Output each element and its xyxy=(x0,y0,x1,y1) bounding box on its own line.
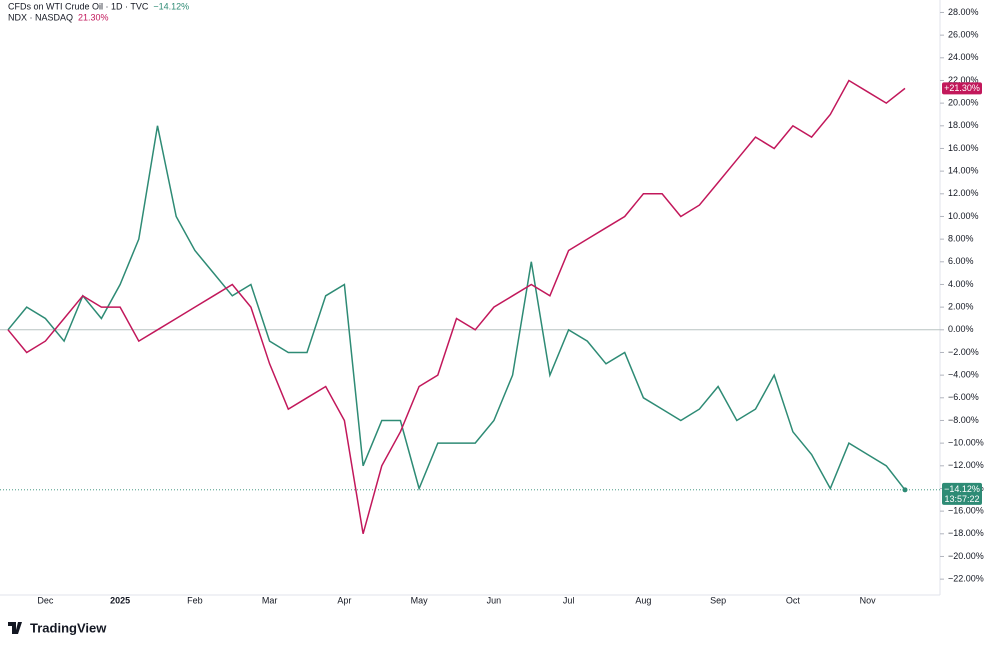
x-tick-label: May xyxy=(411,595,429,605)
x-tick-label: Sep xyxy=(710,595,726,605)
x-tick-label: Feb xyxy=(187,595,203,605)
price-badge: −14.12%13:57:22 xyxy=(942,482,982,505)
y-tick-label: 12.00% xyxy=(948,188,979,198)
y-tick-label: −10.00% xyxy=(948,438,984,448)
legend-item: NDX · NASDAQ 21.30% xyxy=(8,12,109,22)
line-series xyxy=(7,125,906,491)
x-tick-label: Aug xyxy=(635,595,651,605)
y-tick-label: 16.00% xyxy=(948,143,979,153)
y-tick-label: −16.00% xyxy=(948,506,984,516)
y-tick-label: −6.00% xyxy=(948,392,979,402)
y-tick-label: 4.00% xyxy=(948,279,974,289)
x-tick-label: Nov xyxy=(860,595,877,605)
y-tick-label: −18.00% xyxy=(948,528,984,538)
badge-label: +21.30% xyxy=(944,83,980,93)
countdown: 13:57:22 xyxy=(944,494,979,504)
x-tick-label: Oct xyxy=(786,595,801,605)
y-tick-label: 6.00% xyxy=(948,256,974,266)
x-tick-label: Apr xyxy=(337,595,351,605)
y-tick-label: 28.00% xyxy=(948,7,979,17)
logo: TradingView xyxy=(8,620,107,635)
y-tick-label: 2.00% xyxy=(948,302,974,312)
y-tick-label: 10.00% xyxy=(948,211,979,221)
y-tick-label: 20.00% xyxy=(948,98,979,108)
y-tick-label: 26.00% xyxy=(948,30,979,40)
legend-name: CFDs on WTI Crude Oil · 1D · TVC xyxy=(8,1,149,11)
logo-icon xyxy=(8,622,22,634)
y-tick-label: 18.00% xyxy=(948,120,979,130)
y-tick-label: 8.00% xyxy=(948,234,974,244)
y-tick-label: −4.00% xyxy=(948,370,979,380)
brand: TradingView xyxy=(30,620,107,635)
x-tick-label: Mar xyxy=(262,595,278,605)
y-tick-label: −8.00% xyxy=(948,415,979,425)
y-tick-label: 24.00% xyxy=(948,52,979,62)
price-badge: +21.30% xyxy=(942,82,982,95)
x-tick-label: Jun xyxy=(487,595,502,605)
legend-value: −14.12% xyxy=(153,1,189,11)
badge-box xyxy=(942,82,982,95)
badge-box xyxy=(942,482,982,505)
x-tick-label: Dec xyxy=(37,595,54,605)
y-tick-label: 0.00% xyxy=(948,324,974,334)
y-tick-label: −20.00% xyxy=(948,551,984,561)
y-tick-label: 22.00% xyxy=(948,75,979,85)
line-series xyxy=(7,79,906,534)
badge-label: −14.12% xyxy=(944,484,980,494)
y-tick-label: −22.00% xyxy=(948,574,984,584)
y-tick-label: −2.00% xyxy=(948,347,979,357)
legend-value: 21.30% xyxy=(78,12,109,22)
x-tick-label: Jul xyxy=(563,595,575,605)
x-tick-label: 2025 xyxy=(110,595,130,605)
y-tick-label: −12.00% xyxy=(948,460,984,470)
last-dot xyxy=(902,487,908,493)
y-tick-label: 14.00% xyxy=(948,166,979,176)
legend-item: CFDs on WTI Crude Oil · 1D · TVC −14.12% xyxy=(8,1,189,11)
legend-name: NDX · NASDAQ xyxy=(8,12,73,22)
